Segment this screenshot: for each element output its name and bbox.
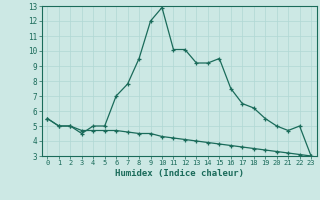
X-axis label: Humidex (Indice chaleur): Humidex (Indice chaleur): [115, 169, 244, 178]
